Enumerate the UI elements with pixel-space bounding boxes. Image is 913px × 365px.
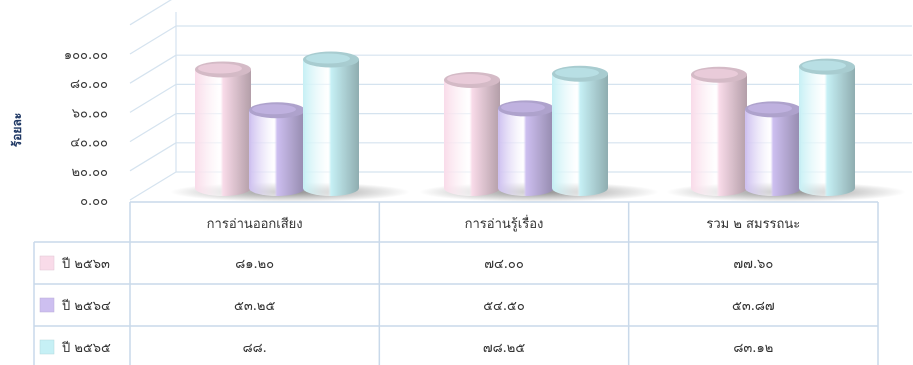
y-axis: ๐.๐๐ ๒๐.๐๐ ๔๐.๐๐ ๖๐.๐๐ ๘๐.๐๐ ๑๐๐.๐๐	[64, 48, 108, 209]
data-label: ๕๓.๘๗	[732, 299, 775, 314]
y-tick-label: ๖๐.๐๐	[72, 106, 108, 121]
data-label: ๕๓.๒๕	[234, 299, 275, 314]
data-table: การอ่านออกเสียง การอ่านรู้เรื่อง รวม ๒ สมร…	[33, 201, 879, 365]
bars	[170, 51, 906, 202]
data-label: ๘๑.๒๐	[235, 257, 274, 272]
gridline	[129, 25, 912, 55]
data-label: ๗๗.๖๐	[733, 257, 773, 272]
gridline	[129, 83, 912, 113]
category-label: รวม ๒ สมรรถนะ	[706, 217, 800, 232]
data-label: ๕๔.๕๐	[483, 299, 525, 314]
bar	[303, 51, 359, 196]
bar	[249, 102, 305, 196]
bar	[195, 61, 251, 196]
y-tick-label: ๑๐๐.๐๐	[64, 48, 108, 63]
bar	[745, 101, 801, 196]
y-axis-label: ร้อยละ	[10, 113, 24, 147]
y-tick-label: ๔๐.๐๐	[70, 136, 108, 151]
y-tick-label: ๘๐.๐๐	[70, 77, 108, 92]
legend-swatch	[39, 339, 55, 355]
data-label: ๘๓.๑๒	[733, 341, 773, 356]
bar	[498, 100, 554, 196]
bar	[444, 71, 500, 196]
y-tick-label: ๒๐.๐๐	[71, 165, 108, 180]
legend-label: ปี ๒๕๖๕	[61, 340, 111, 356]
gridline	[129, 54, 912, 84]
category-label: การอ่านออกเสียง	[207, 216, 303, 232]
data-label: ๗๘.๒๕	[483, 341, 526, 356]
legend-label: ปี ๒๕๖๓	[61, 256, 110, 272]
legend-swatch	[39, 297, 55, 313]
bar	[691, 66, 747, 196]
legend-label: ปี ๒๕๖๔	[61, 298, 111, 314]
data-label: ๗๔.๐๐	[484, 257, 524, 272]
data-label: ๘๘.	[243, 341, 267, 356]
category-label: การอ่านรู้เรื่อง	[465, 215, 544, 232]
bar	[799, 58, 855, 196]
bar	[552, 65, 608, 196]
legend-swatch	[39, 255, 55, 271]
gridline	[129, 0, 172, 26]
y-tick-label: ๐.๐๐	[80, 194, 108, 209]
